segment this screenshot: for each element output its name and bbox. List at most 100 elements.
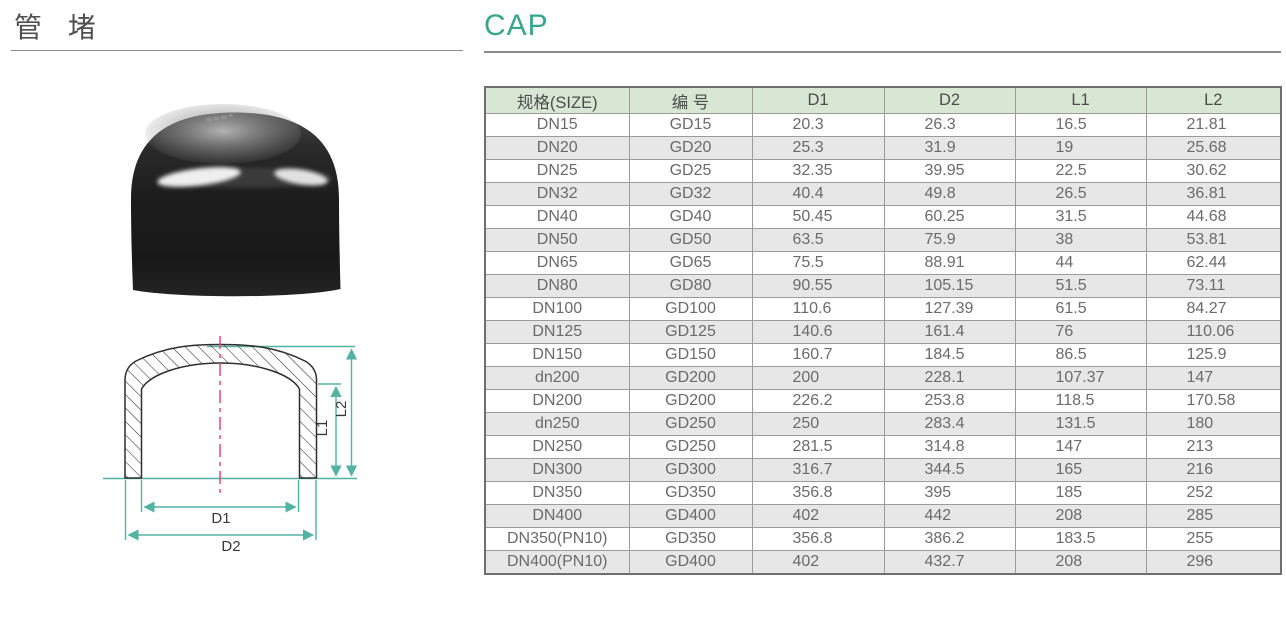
table-cell: 226.2 — [751, 389, 885, 413]
table-cell: 200 — [751, 366, 885, 390]
table-cell: 316.7 — [751, 458, 885, 482]
table-cell: 30.62 — [1145, 159, 1282, 183]
table-row: DN150 GD150 160.7 184.5 86.5 125.9 — [484, 343, 1282, 367]
table-cell: 36.81 — [1145, 182, 1282, 206]
table-cell: DN200 — [484, 389, 630, 413]
table-cell: 38 — [1014, 228, 1147, 252]
left-highlight — [157, 167, 241, 187]
table-cell: 88.91 — [883, 251, 1016, 275]
table-cell: 39.95 — [883, 159, 1016, 183]
table-cell: 105.15 — [883, 274, 1016, 298]
table-row: DN32 GD32 40.4 49.8 26.5 36.81 — [484, 182, 1282, 206]
table-row: dn250 GD250 250 283.4 131.5 180 — [484, 412, 1282, 436]
table-row: DN65 GD65 75.5 88.91 44 62.44 — [484, 251, 1282, 275]
page-title-english: CAP — [484, 9, 549, 42]
table-cell: 344.5 — [883, 458, 1016, 482]
table-row: DN350 GD350 356.8 395 185 252 — [484, 481, 1282, 505]
cap-section-svg: D1 D2 L1 L2 — [103, 336, 358, 555]
table-cell: 50.45 — [751, 205, 885, 229]
table-cell: 49.8 — [883, 182, 1016, 206]
table-cell: 402 — [751, 504, 885, 528]
table-cell: 62.44 — [1145, 251, 1282, 275]
table-cell: 314.8 — [883, 435, 1016, 459]
table-cell: 22.5 — [1014, 159, 1147, 183]
right-title-underline — [484, 51, 1281, 53]
table-cell: DN300 — [484, 458, 630, 482]
table-cell: 253.8 — [883, 389, 1016, 413]
table-row: DN400(PN10) GD400 402 432.7 208 296 — [484, 550, 1282, 575]
table-cell: 110.6 — [751, 297, 885, 321]
column-header: D1 — [751, 86, 885, 114]
column-header: L1 — [1014, 86, 1147, 114]
table-cell: 432.7 — [883, 550, 1016, 575]
table-cell: dn200 — [484, 366, 630, 390]
table-cell: GD200 — [628, 366, 753, 390]
table-cell: GD15 — [628, 113, 753, 137]
table-cell: 170.58 — [1145, 389, 1282, 413]
table-cell: 76 — [1014, 320, 1147, 344]
table-cell: 386.2 — [883, 527, 1016, 551]
table-cell: 165 — [1014, 458, 1147, 482]
table-cell: 140.6 — [751, 320, 885, 344]
table-cell: 90.55 — [751, 274, 885, 298]
table-row: DN100 GD100 110.6 127.39 61.5 84.27 — [484, 297, 1282, 321]
table-cell: 216 — [1145, 458, 1282, 482]
table-cell: GD32 — [628, 182, 753, 206]
table-cell: 402 — [751, 550, 885, 575]
page-title-chinese: 管 堵 — [14, 12, 105, 43]
table-cell: 127.39 — [883, 297, 1016, 321]
table-cell: 31.5 — [1014, 205, 1147, 229]
table-cell: 147 — [1014, 435, 1147, 459]
table-cell: GD65 — [628, 251, 753, 275]
table-cell: 285 — [1145, 504, 1282, 528]
table-cell: DN50 — [484, 228, 630, 252]
table-cell: 125.9 — [1145, 343, 1282, 367]
table-cell: 73.11 — [1145, 274, 1282, 298]
table-cell: 228.1 — [883, 366, 1016, 390]
table-cell: DN32 — [484, 182, 630, 206]
table-cell: GD25 — [628, 159, 753, 183]
table-cell: GD350 — [628, 481, 753, 505]
table-cell: 75.5 — [751, 251, 885, 275]
table-row: dn200 GD200 200 228.1 107.37 147 — [484, 366, 1282, 390]
table-cell: 252 — [1145, 481, 1282, 505]
table-cell: DN100 — [484, 297, 630, 321]
table-cell: GD400 — [628, 550, 753, 575]
left-title-underline — [11, 50, 463, 51]
table-cell: 118.5 — [1014, 389, 1147, 413]
table-cell: 208 — [1014, 504, 1147, 528]
right-highlight — [274, 168, 328, 186]
table-cell: 110.06 — [1145, 320, 1282, 344]
table-cell: DN250 — [484, 435, 630, 459]
table-cell: GD400 — [628, 504, 753, 528]
table-cell: GD350 — [628, 527, 753, 551]
table-cell: DN400 — [484, 504, 630, 528]
table-cell: 44.68 — [1145, 205, 1282, 229]
table-cell: 53.81 — [1145, 228, 1282, 252]
table-cell: 63.5 — [751, 228, 885, 252]
table-cell: 20.3 — [751, 113, 885, 137]
table-cell: 356.8 — [751, 481, 885, 505]
table-cell: GD125 — [628, 320, 753, 344]
table-cell: 32.35 — [751, 159, 885, 183]
table-cell: DN20 — [484, 136, 630, 160]
table-cell: GD150 — [628, 343, 753, 367]
table-row: DN15 GD15 20.3 26.3 16.5 21.81 — [484, 113, 1282, 137]
table-row: DN50 GD50 63.5 75.9 38 53.81 — [484, 228, 1282, 252]
table-cell: 395 — [883, 481, 1016, 505]
table-cell: DN125 — [484, 320, 630, 344]
table-cell: GD50 — [628, 228, 753, 252]
table-cell: GD300 — [628, 458, 753, 482]
table-cell: GD200 — [628, 389, 753, 413]
column-header: L2 — [1145, 86, 1282, 114]
column-header: 编 号 — [628, 86, 753, 114]
table-cell: 86.5 — [1014, 343, 1147, 367]
table-cell: DN80 — [484, 274, 630, 298]
table-cell: 283.4 — [883, 412, 1016, 436]
table-cell: 185 — [1014, 481, 1147, 505]
product-photo — [100, 92, 360, 312]
table-cell: 161.4 — [883, 320, 1016, 344]
label-l1: L1 — [314, 420, 331, 437]
table-row: DN25 GD25 32.35 39.95 22.5 30.62 — [484, 159, 1282, 183]
